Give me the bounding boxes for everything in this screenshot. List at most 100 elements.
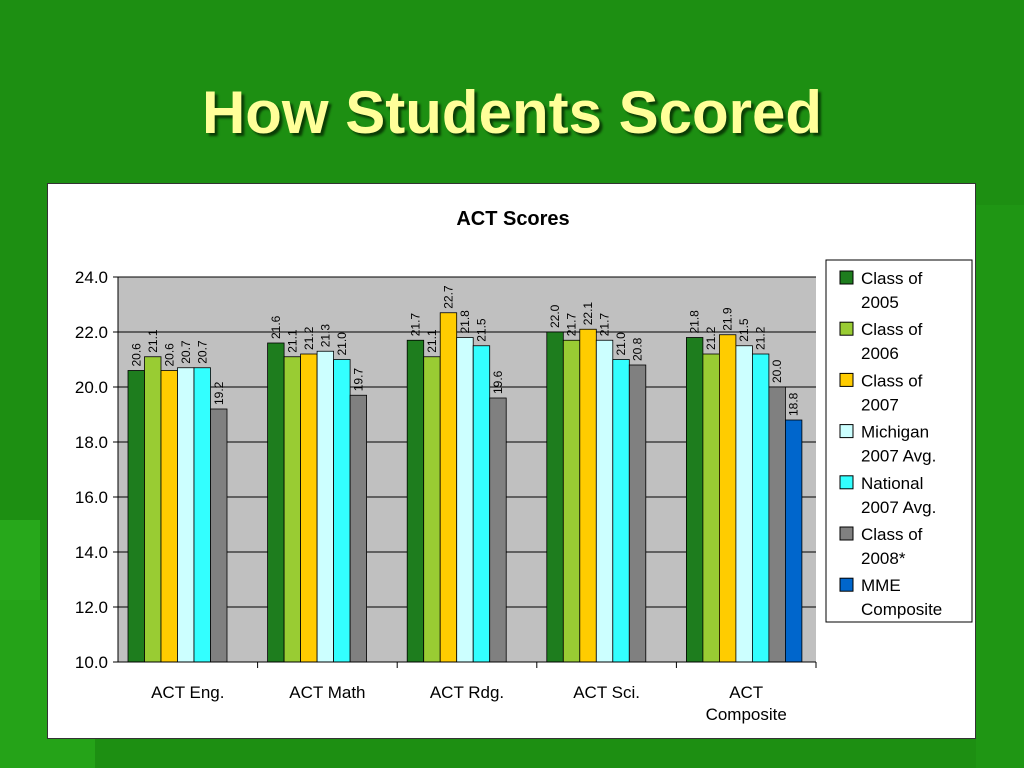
x-category-label-line: ACT Rdg. — [430, 683, 504, 702]
bar — [702, 353, 720, 663]
x-category-label: ACT Composite — [706, 683, 787, 724]
x-category-label: ACT Math — [289, 683, 365, 702]
data-label: 21.5 — [737, 318, 751, 342]
data-label: 22.7 — [441, 285, 455, 309]
y-tick-label: 24.0 — [75, 268, 108, 287]
data-label: 21.3 — [318, 324, 332, 348]
legend-label-line: MME — [861, 576, 901, 595]
x-category-label-line: ACT — [729, 683, 763, 702]
data-label: 22.1 — [581, 302, 595, 326]
legend: Class of 2005 Class of 2006 Class of 2007 Mich… — [825, 259, 973, 623]
y-tick-label: 16.0 — [75, 488, 108, 507]
legend-label-line: 2005 — [861, 293, 899, 312]
bar — [595, 339, 614, 663]
bar — [472, 345, 491, 663]
bar — [316, 350, 335, 663]
x-category-label: ACT Eng. — [151, 683, 224, 702]
data-label: 21.8 — [688, 310, 702, 334]
data-label: 21.2 — [754, 326, 768, 350]
legend-swatch — [839, 321, 854, 336]
bar — [406, 339, 425, 663]
data-label: 20.6 — [129, 343, 143, 367]
data-label: 21.5 — [474, 318, 488, 342]
legend-label-line: Composite — [861, 600, 942, 619]
bar — [562, 339, 581, 663]
bar — [349, 394, 368, 663]
x-category-label-line: ACT Math — [289, 683, 365, 702]
data-label: 21.8 — [458, 310, 472, 334]
bar — [456, 337, 474, 663]
bar — [439, 312, 458, 663]
y-tick-label: 10.0 — [75, 653, 108, 672]
y-tick-label: 12.0 — [75, 598, 108, 617]
legend-label: Class of 2007 — [861, 371, 923, 414]
data-label: 21.1 — [285, 329, 299, 353]
x-category-label: ACT Sci. — [573, 683, 640, 702]
legend-swatch — [839, 475, 854, 490]
y-tick-label: 14.0 — [75, 543, 108, 562]
bar — [333, 359, 351, 663]
bar — [489, 397, 507, 663]
data-label: 19.2 — [212, 381, 226, 405]
bar — [267, 342, 285, 663]
bar — [719, 334, 737, 663]
data-label: 20.8 — [631, 337, 645, 361]
legend-label-line: Class of — [861, 320, 923, 339]
chart-panel: ACT Scores 20.6 21.1 20.6 20.7 20.7 19.2 21.6 2… — [47, 183, 976, 739]
legend-label: Class of 2006 — [861, 320, 923, 363]
data-label: 21.0 — [335, 332, 349, 356]
data-label: 21.7 — [598, 313, 612, 337]
data-label: 22.0 — [548, 304, 562, 328]
data-label: 21.0 — [614, 332, 628, 356]
data-label: 21.2 — [302, 326, 316, 350]
legend-label-line: Class of — [861, 525, 923, 544]
bar — [193, 367, 211, 663]
x-category-label-line: ACT Sci. — [573, 683, 640, 702]
data-label: 19.6 — [491, 370, 505, 394]
data-labels: 20.621.120.6 20.7 20.719.221.621.1 21.2 21.3… — [129, 285, 800, 416]
bar — [579, 328, 597, 663]
bar — [177, 367, 195, 663]
legend-swatch — [839, 270, 854, 285]
legend-label: MME Composite — [861, 576, 942, 619]
legend-swatch — [839, 372, 854, 387]
data-label: 20.0 — [770, 359, 784, 383]
data-label: 21.7 — [408, 313, 422, 337]
data-label: 21.1 — [146, 329, 160, 353]
x-category-label-line: Composite — [706, 705, 787, 724]
bar — [768, 386, 786, 663]
slide-title: How Students Scored — [201, 79, 823, 146]
legend-label: Michigan 2007 Avg. — [861, 423, 936, 466]
bar — [144, 356, 162, 663]
bar — [283, 356, 302, 663]
bar — [686, 337, 704, 663]
legend-label-line: 2007 — [861, 395, 899, 414]
bars — [127, 312, 803, 663]
bar — [423, 356, 441, 663]
y-tick-label: 18.0 — [75, 433, 108, 452]
background-decoration-right — [976, 205, 1024, 768]
data-label: 20.6 — [162, 343, 176, 367]
legend-label-line: Class of — [861, 371, 923, 390]
legend-label: National 2007 Avg. — [861, 474, 936, 517]
data-label: 19.7 — [351, 368, 365, 392]
act-scores-chart: ACT Scores 20.621.120.6 20.7 20.719.221.62… — [75, 208, 973, 724]
bar — [160, 370, 178, 663]
legend-swatch — [839, 577, 854, 592]
data-label: 18.8 — [787, 392, 801, 416]
y-tick-label: 20.0 — [75, 378, 108, 397]
legend-label: Class of 2008* — [861, 525, 923, 568]
legend-label-line: National — [861, 474, 923, 493]
x-category-label: ACT Rdg. — [430, 683, 504, 702]
data-label: 20.7 — [179, 340, 193, 364]
legend-label-line: 2006 — [861, 344, 899, 363]
bar — [546, 331, 564, 663]
legend-label-line: 2008* — [861, 549, 906, 568]
y-tick-label: 22.0 — [75, 323, 108, 342]
chart-title: ACT Scores — [456, 208, 569, 230]
data-label: 21.2 — [704, 326, 718, 350]
legend-label-line: Class of — [861, 269, 923, 288]
data-label: 21.7 — [565, 313, 579, 337]
legend-swatch — [839, 526, 854, 541]
bar — [735, 345, 753, 663]
